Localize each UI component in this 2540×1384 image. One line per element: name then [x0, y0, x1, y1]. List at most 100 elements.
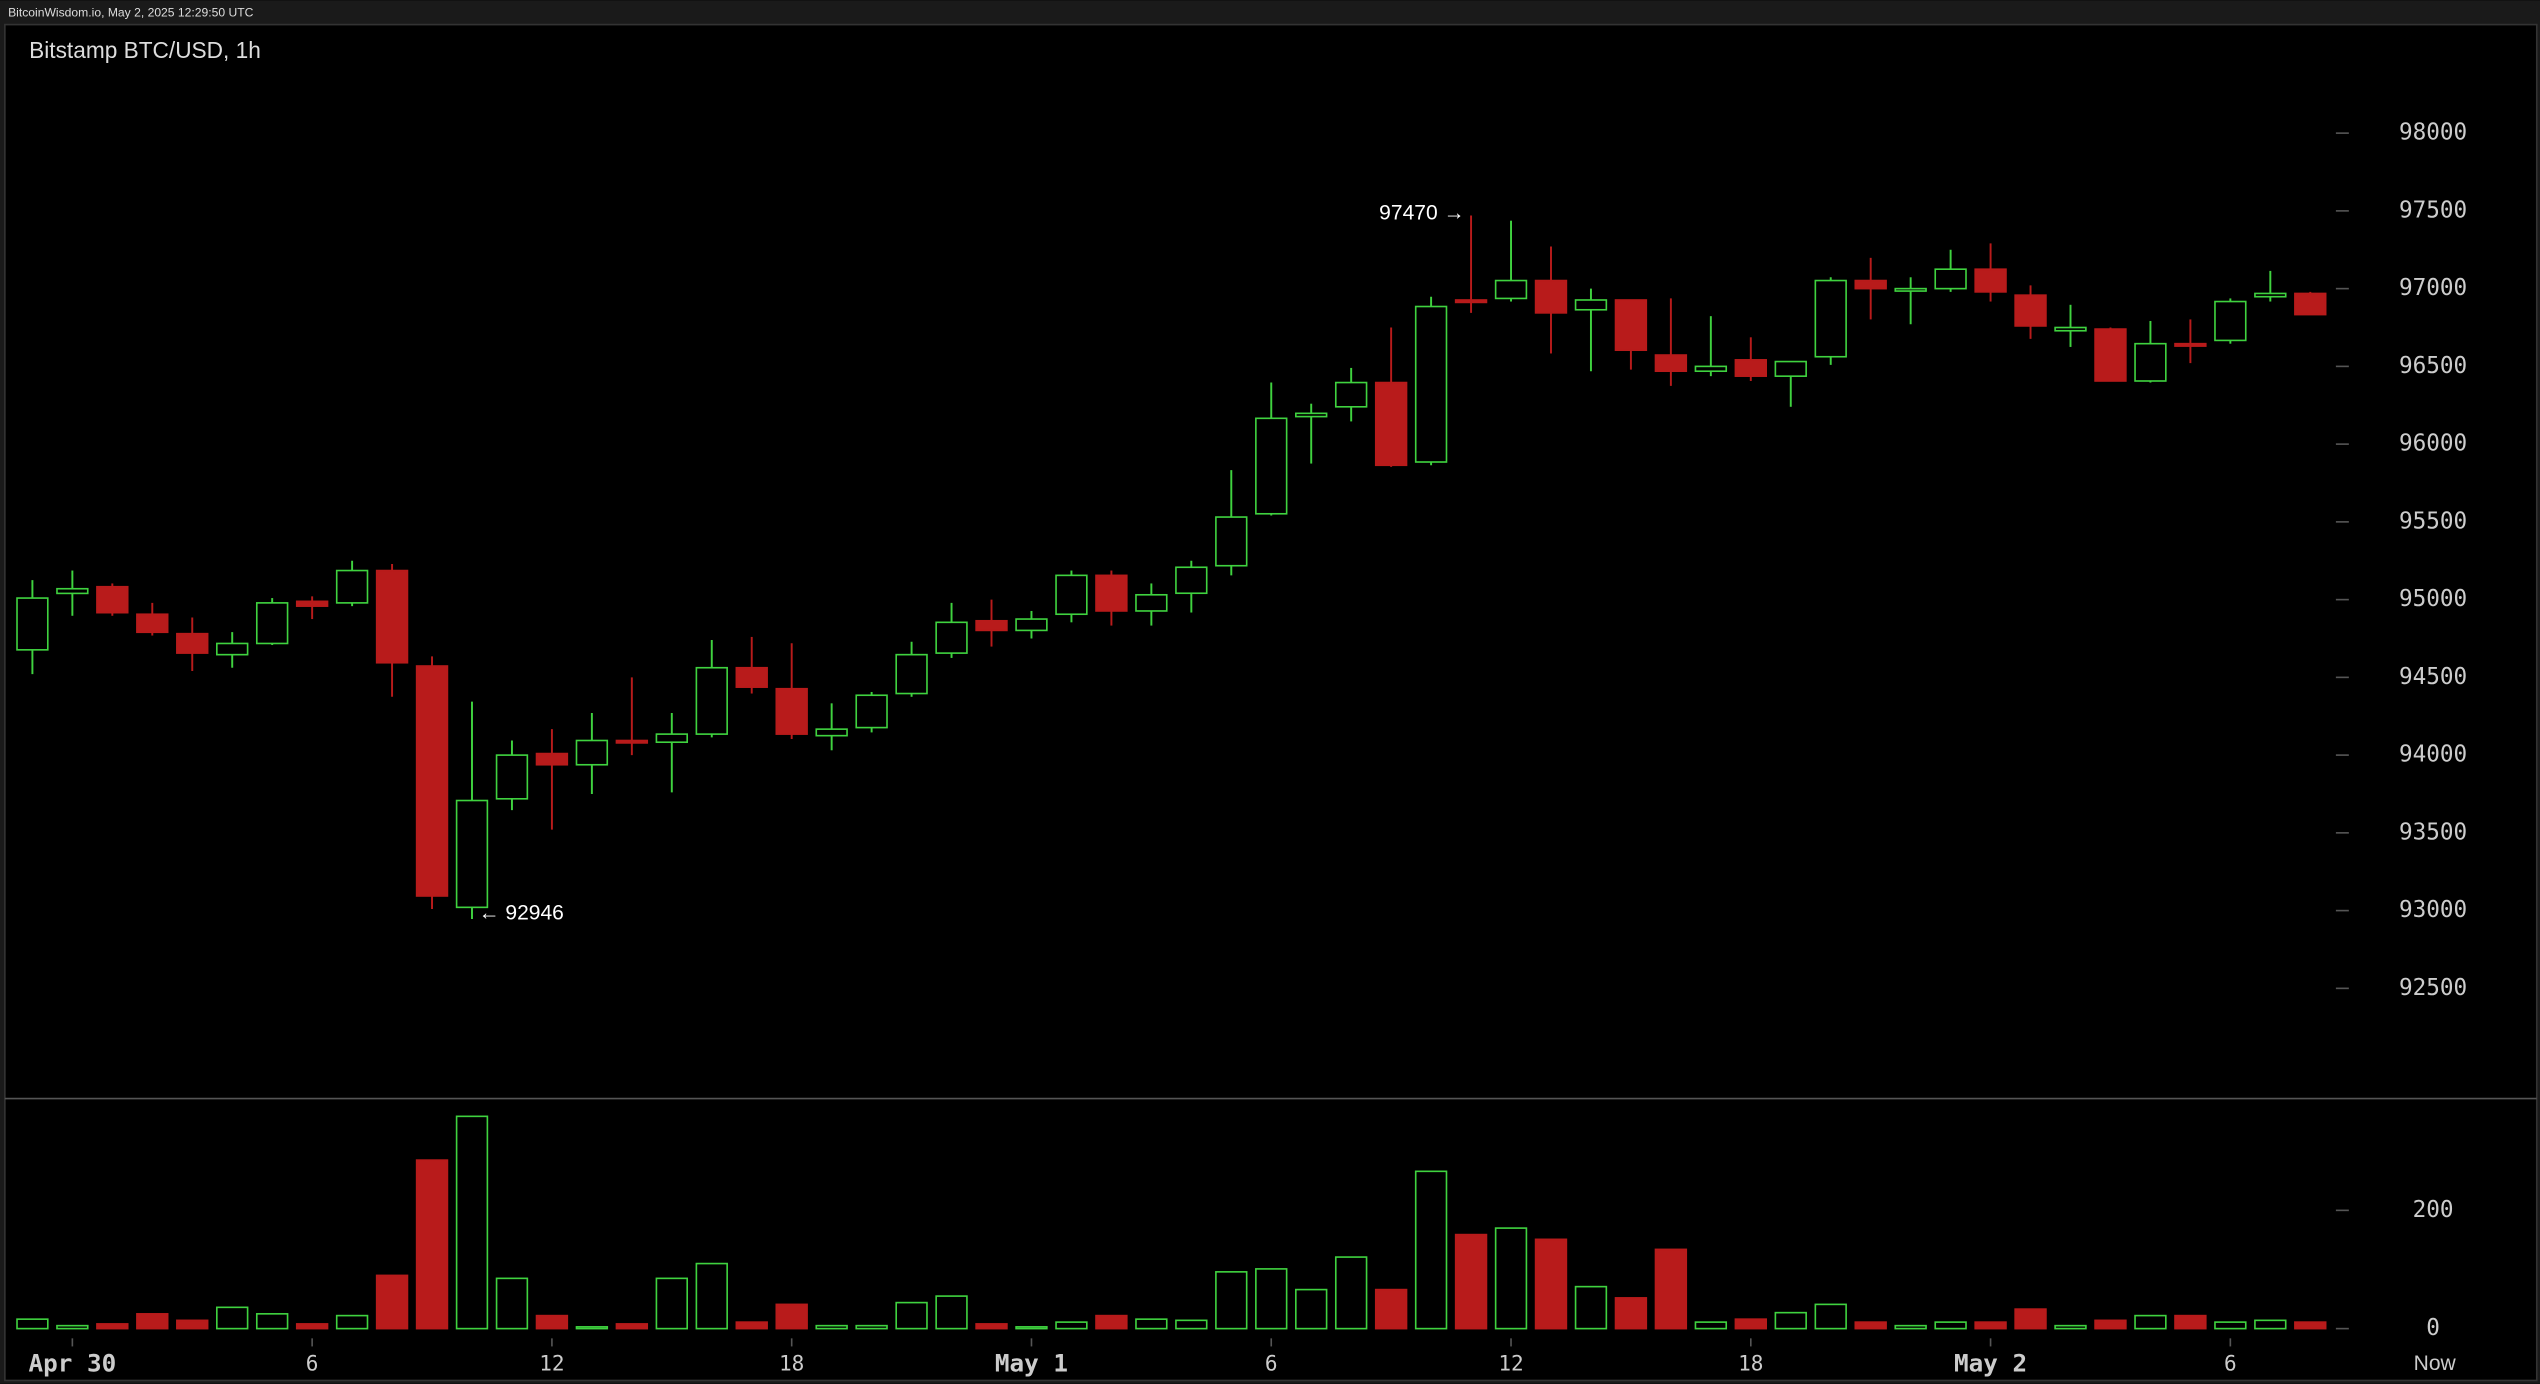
- candle-body: [815, 728, 848, 737]
- volume-bar: [335, 1314, 369, 1330]
- volume-bar: [1374, 1288, 1408, 1330]
- volume-bar: [56, 1324, 89, 1330]
- volume-bar: [1894, 1324, 1927, 1330]
- candle-body: [2294, 292, 2327, 316]
- candle-body: [1654, 354, 1688, 373]
- volume-bar: [855, 1324, 888, 1330]
- candle-body: [895, 653, 928, 695]
- candle-body: [176, 632, 209, 654]
- y-tick-label: 93500: [2399, 819, 2467, 845]
- volume-bar: [1734, 1318, 1768, 1330]
- candle-body: [1255, 417, 1288, 515]
- candle-body: [1734, 359, 1768, 377]
- volume-bar: [2254, 1319, 2287, 1330]
- candle-body: [1454, 299, 1488, 304]
- volume-y-tick-label: 0: [2426, 1315, 2440, 1341]
- x-tick-label: 18: [1738, 1350, 1763, 1375]
- volume-bar: [1295, 1288, 1328, 1330]
- candle-body: [1374, 381, 1408, 467]
- candle-body: [16, 597, 49, 651]
- volume-bar: [1055, 1321, 1088, 1330]
- candle-body: [415, 665, 449, 897]
- candle-body: [655, 733, 689, 744]
- candle-body: [1295, 412, 1328, 418]
- volume-y-tick-label: 200: [2413, 1197, 2454, 1223]
- x-tick-label: 18: [779, 1350, 804, 1375]
- candle-body: [455, 799, 489, 909]
- y-tick-label: 97500: [2399, 197, 2467, 223]
- candle-body: [1414, 305, 1448, 463]
- volume-bar: [1454, 1233, 1488, 1330]
- y-tick-label: 93000: [2399, 897, 2467, 923]
- candle-body: [1854, 279, 1887, 290]
- candle-body: [2214, 300, 2247, 342]
- volume-bar: [1574, 1285, 1608, 1330]
- x-tick-label: 6: [1265, 1350, 1278, 1375]
- volume-bar: [935, 1295, 968, 1330]
- candle-body: [775, 687, 808, 735]
- candle-body: [1694, 365, 1728, 373]
- volume-bar: [1614, 1297, 1648, 1330]
- volume-bar: [255, 1313, 289, 1330]
- candle-body: [735, 666, 768, 688]
- candle-body: [1934, 268, 1967, 290]
- y-tick-label: 94500: [2399, 664, 2467, 690]
- volume-bar: [815, 1324, 848, 1330]
- chart-title: Bitstamp BTC/USD, 1h: [29, 37, 261, 63]
- candle-body: [2134, 342, 2167, 382]
- y-tick-label: 92500: [2399, 975, 2467, 1001]
- x-tick-label: 6: [2224, 1350, 2237, 1375]
- candle-body: [2254, 292, 2287, 298]
- volume-bar: [96, 1323, 129, 1330]
- volume-bar: [1135, 1318, 1168, 1330]
- volume-bar: [1974, 1321, 2007, 1330]
- volume-bar: [535, 1314, 569, 1330]
- candle-body: [855, 694, 888, 729]
- candle-body: [615, 739, 649, 744]
- y-tick-label: 94000: [2399, 742, 2467, 768]
- candle-body: [2094, 328, 2127, 382]
- volume-bar: [136, 1313, 169, 1330]
- volume-bar: [1534, 1238, 1568, 1330]
- y-tick-label: 95500: [2399, 508, 2467, 534]
- candle-body: [1774, 360, 1807, 377]
- header: BitcoinWisdom.io, May 2, 2025 12:29:50 U…: [8, 5, 254, 19]
- candle-body: [1135, 593, 1168, 612]
- candle-body: [1215, 516, 1248, 567]
- candle-body: [1614, 299, 1648, 352]
- volume-bar: [2214, 1321, 2247, 1330]
- candle-body: [56, 587, 89, 595]
- x-tick-label: 12: [1498, 1350, 1523, 1375]
- x-tick-label: Apr 30: [29, 1348, 117, 1377]
- candle-body: [1334, 381, 1368, 408]
- x-tick-label: 12: [539, 1350, 564, 1375]
- volume-bar: [575, 1326, 609, 1330]
- annotation-low: ← 92946: [478, 902, 563, 925]
- candle-body: [295, 600, 329, 607]
- x-tick-label: 6: [306, 1350, 319, 1375]
- volume-bar: [16, 1318, 49, 1330]
- y-tick-label: 97000: [2399, 275, 2467, 301]
- candle-body: [1814, 279, 1847, 358]
- volume-bar: [1774, 1311, 1807, 1330]
- volume-bar: [615, 1323, 649, 1330]
- volume-bar: [415, 1159, 449, 1330]
- candle-body: [575, 739, 609, 766]
- volume-bar: [216, 1306, 249, 1330]
- volume-bar: [1694, 1321, 1728, 1330]
- candle-body: [1055, 574, 1088, 616]
- candle-body: [2014, 294, 2047, 327]
- volume-bar: [1095, 1314, 1128, 1330]
- y-tick-label: 95000: [2399, 586, 2467, 612]
- volume-bar: [895, 1301, 928, 1330]
- volume-bar: [1015, 1326, 1048, 1330]
- y-tick-label: 96000: [2399, 431, 2467, 457]
- volume-bar: [2294, 1321, 2327, 1330]
- candle-body: [975, 619, 1008, 632]
- candle-body: [935, 621, 968, 654]
- candle-body: [1175, 566, 1208, 595]
- volume-bar: [1494, 1227, 1528, 1330]
- candle-body: [96, 585, 129, 614]
- candle-body: [335, 569, 369, 604]
